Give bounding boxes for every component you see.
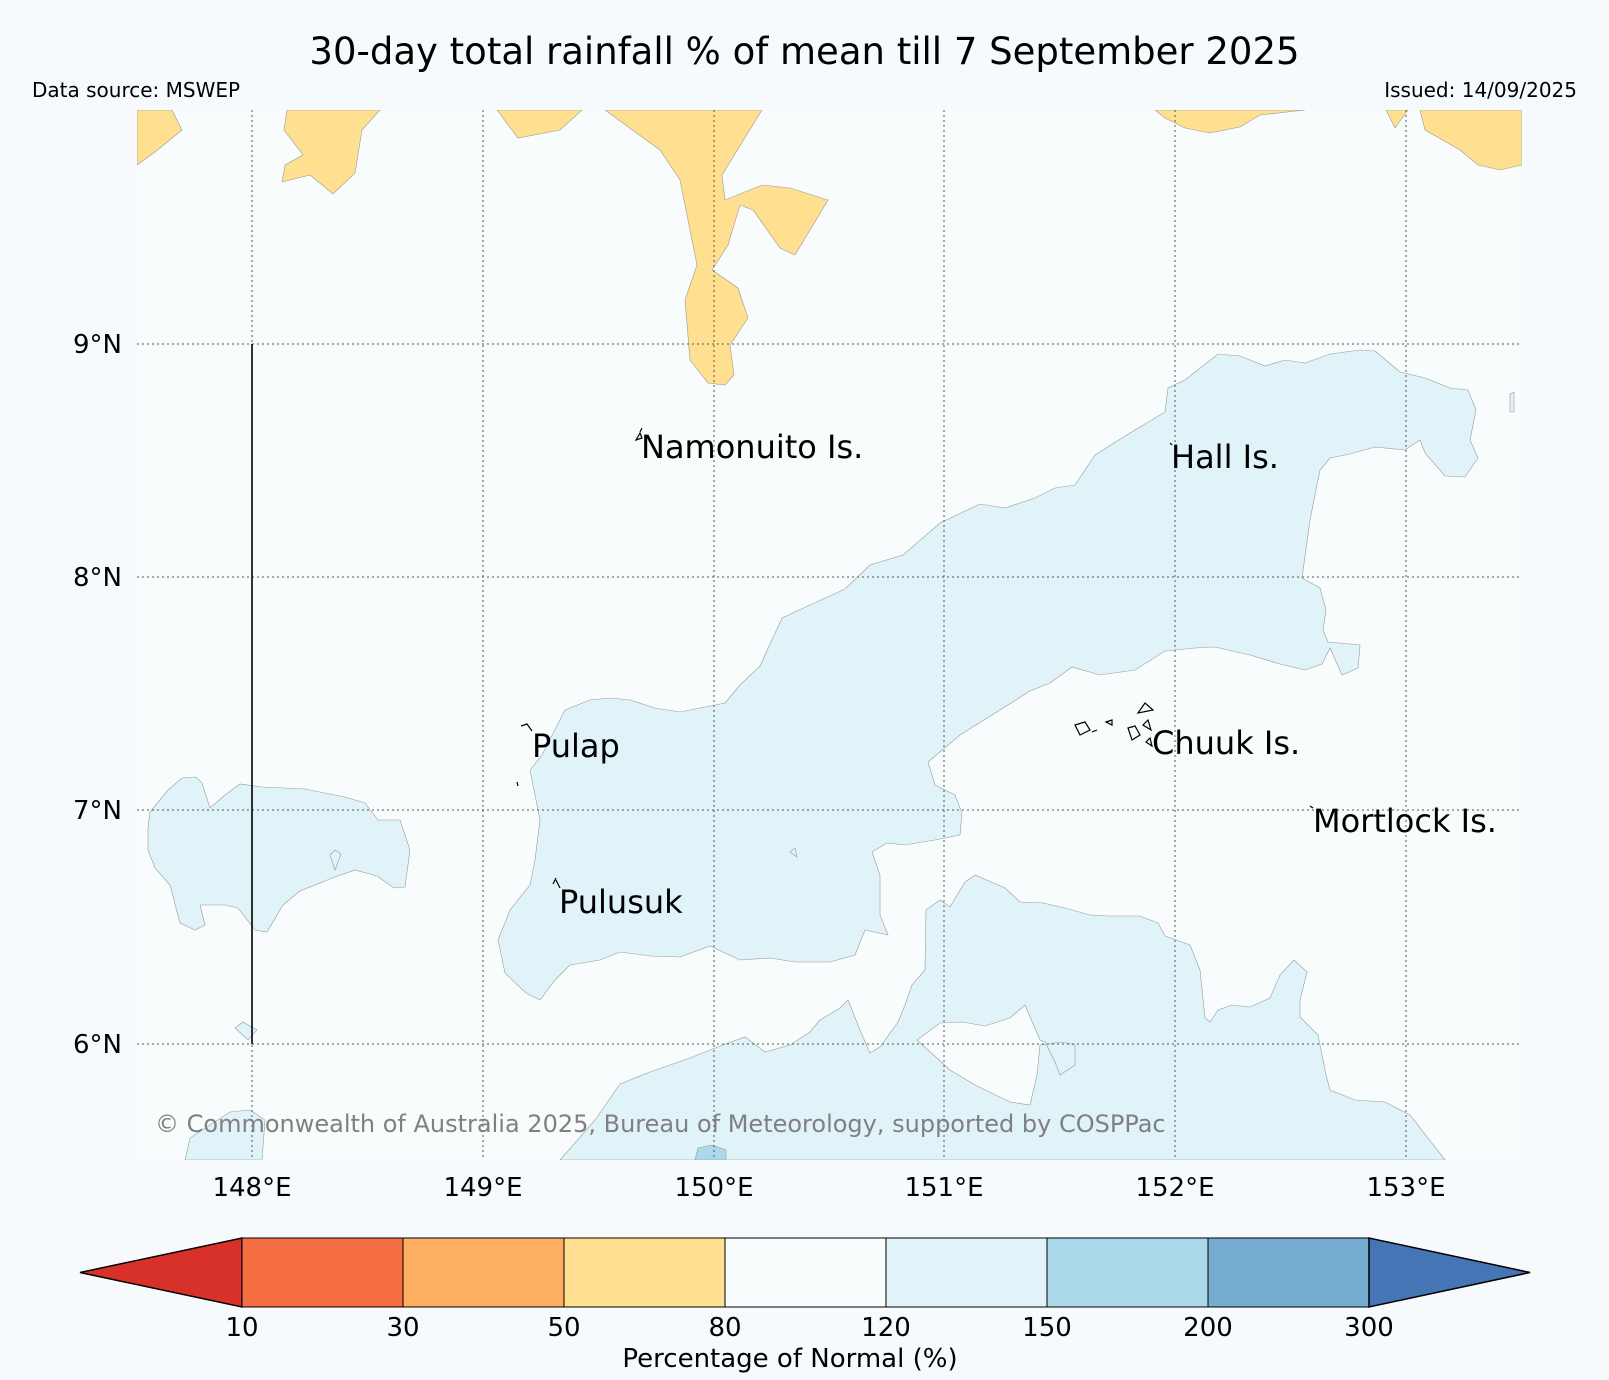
- map-plot-area: Namonuito Is. Hall Is. Pulap Chuuk Is. M…: [137, 110, 1522, 1160]
- issued-date-label: Issued: 14/09/2025: [1384, 78, 1577, 102]
- colorbar-bin-150-200: [1046, 1237, 1209, 1308]
- colorbar-tick-80: 80: [708, 1313, 741, 1343]
- longitude-axis: 148°E 149°E 150°E 151°E 152°E 153°E: [212, 1173, 1445, 1203]
- latitude-axis: 9°N 8°N 7°N 6°N: [73, 330, 122, 1060]
- island-mortlock: [1309, 805, 1314, 809]
- island-chuuk: [1074, 702, 1155, 748]
- lon-tick-149e: 149°E: [443, 1173, 522, 1203]
- dry-region-northeast-3: [1419, 110, 1522, 171]
- wet-region-west: [147, 776, 411, 933]
- wet-region-south: [559, 874, 1446, 1160]
- island-pulusuk: [552, 877, 561, 889]
- dry-region-northwest: [137, 110, 183, 166]
- colorbar-tick-300: 300: [1344, 1313, 1394, 1343]
- lon-tick-148e: 148°E: [212, 1173, 291, 1203]
- island-pulap: [516, 723, 533, 787]
- copyright-notice: © Commonwealth of Australia 2025, Bureau…: [155, 1110, 1166, 1138]
- rainfall-region-120-150: [147, 349, 1515, 1160]
- wet-region-islet-3: [789, 847, 798, 858]
- dry-region-north-2: [496, 110, 583, 139]
- lon-tick-151e: 151°E: [904, 1173, 983, 1203]
- colorbar-bin-120-150: [885, 1237, 1048, 1308]
- wet-region-central-band: [497, 349, 1479, 1001]
- colorbar-label: Percentage of Normal (%): [622, 1344, 957, 1374]
- island-outlines: [516, 427, 1314, 889]
- colorbar-tick-10: 10: [225, 1313, 258, 1343]
- colorbar-tick-30: 30: [386, 1313, 419, 1343]
- dry-region-north-1: [281, 110, 381, 195]
- lat-tick-9n: 9°N: [73, 330, 122, 360]
- colorbar-tick-120: 120: [861, 1313, 911, 1343]
- colorbar-bin-30-50: [402, 1237, 565, 1308]
- colorbar-tick-150: 150: [1022, 1313, 1072, 1343]
- map-gridlines: [137, 110, 1522, 1160]
- place-label-hall: Hall Is.: [1171, 438, 1279, 476]
- dry-region-north-central: [604, 110, 829, 386]
- place-labels: Namonuito Is. Hall Is. Pulap Chuuk Is. M…: [532, 428, 1497, 921]
- wet-region-islet-1: [329, 849, 342, 871]
- rainfall-region-50-80: [137, 110, 1522, 386]
- colorbar-legend: 10 30 50 80 120 150 200 300: [79, 1237, 1531, 1343]
- map-title: 30-day total rainfall % of mean till 7 S…: [309, 30, 1300, 73]
- island-hall: [1169, 442, 1173, 446]
- place-label-pulusuk: Pulusuk: [559, 883, 683, 921]
- colorbar-bin-50-80: [563, 1237, 726, 1308]
- dry-region-northeast-2: [1385, 110, 1409, 129]
- colorbar-bin-200-300: [1207, 1237, 1370, 1308]
- lon-tick-153e: 153°E: [1366, 1173, 1445, 1203]
- dry-region-northeast-1: [1154, 110, 1306, 134]
- colorbar-tick-200: 200: [1183, 1313, 1233, 1343]
- place-label-chuuk: Chuuk Is.: [1152, 724, 1300, 762]
- colorbar-extend-low: [79, 1237, 243, 1308]
- lon-tick-152e: 152°E: [1135, 1173, 1214, 1203]
- place-label-pulap: Pulap: [532, 727, 620, 765]
- lon-tick-150e: 150°E: [674, 1173, 753, 1203]
- island-namonuito: [634, 427, 643, 442]
- lat-tick-8n: 8°N: [73, 563, 122, 593]
- colorbar-tick-50: 50: [547, 1313, 580, 1343]
- place-label-namonuito: Namonuito Is.: [641, 428, 863, 466]
- colorbar-extend-high: [1368, 1237, 1531, 1308]
- lat-tick-7n: 7°N: [73, 796, 122, 826]
- lat-tick-6n: 6°N: [73, 1030, 122, 1060]
- rainfall-region-150-200: [694, 1144, 727, 1160]
- data-source-label: Data source: MSWEP: [32, 78, 241, 102]
- wet-region-southwest: [184, 1109, 266, 1160]
- colorbar-bin-10-30: [241, 1237, 404, 1308]
- wet-region-islet-4: [1509, 391, 1515, 413]
- place-label-mortlock: Mortlock Is.: [1313, 802, 1497, 840]
- colorbar-bin-80-120: [724, 1237, 887, 1308]
